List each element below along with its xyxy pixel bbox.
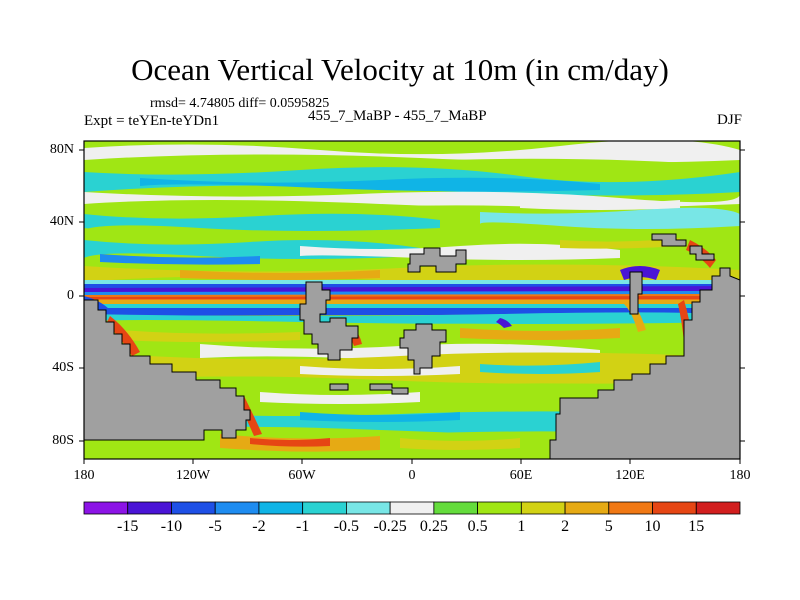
colorbar-box xyxy=(477,501,522,515)
colorbar xyxy=(83,501,741,515)
lon-label-180w: 180 xyxy=(73,468,95,483)
colorbar-box xyxy=(564,501,610,515)
colorbar-box xyxy=(652,501,697,515)
colorbar-label: 15 xyxy=(688,518,705,535)
colorbar-label: -10 xyxy=(160,518,183,535)
colorbar-label: 0.5 xyxy=(467,518,488,535)
colorbar-label: 10 xyxy=(644,518,661,535)
lon-label-0: 0 xyxy=(408,468,416,483)
island-south-atlantic xyxy=(369,383,409,395)
lat-label-40s: 40S xyxy=(52,360,74,375)
land-masses xyxy=(84,233,740,459)
colorbar-box xyxy=(302,501,347,515)
africa-land xyxy=(399,323,447,375)
colorbar-label: -1 xyxy=(295,518,310,535)
colorbar-box xyxy=(258,501,304,515)
equatorial-field xyxy=(84,280,740,324)
colorbar-label: -15 xyxy=(117,518,139,535)
colorbar-label: 5 xyxy=(604,518,613,535)
colorbar-label: -5 xyxy=(208,518,222,535)
stats-text: rmsd= 4.74805 diff= 0.0595825 xyxy=(150,96,330,111)
northeast-island xyxy=(651,233,687,247)
colorbar-label: 2 xyxy=(561,518,570,535)
lon-label-60e: 60E xyxy=(509,468,533,483)
lat-label-80s: 80S xyxy=(52,433,74,448)
colorbar-box xyxy=(127,501,172,515)
northeast-island-2 xyxy=(689,245,715,261)
colorbar-label: 0.25 xyxy=(419,518,448,535)
lat-ticks xyxy=(79,149,745,442)
maritime-continent-land xyxy=(629,271,643,315)
lon-label-180e: 180 xyxy=(729,468,751,483)
lon-label-120e: 120E xyxy=(615,468,645,483)
colorbar-label: -2 xyxy=(252,518,266,535)
south-america-land xyxy=(299,281,359,361)
lat-label-40n: 40N xyxy=(49,214,74,229)
colorbar-box xyxy=(520,501,566,515)
experiment-label: Expt = teYEn-teYDn1 xyxy=(84,113,220,129)
map-title: Ocean Vertical Velocity at 10m (in cm/da… xyxy=(131,52,669,87)
season-label: DJF xyxy=(716,112,742,128)
lat-label-80n: 80N xyxy=(49,142,74,157)
arctic-field xyxy=(84,141,740,231)
antarctic-west-land xyxy=(84,299,251,441)
lat-label-0: 0 xyxy=(67,288,74,303)
colorbar-box xyxy=(608,501,653,515)
lon-ticks xyxy=(83,459,741,464)
runs-label: 455_7_MaBP - 455_7_MaBP xyxy=(308,108,487,124)
colorbar-label: 1 xyxy=(517,518,526,535)
colorbar-box xyxy=(171,501,216,515)
east-landmass xyxy=(549,267,740,459)
island-south-atlantic-west xyxy=(329,383,349,391)
northern-landmass xyxy=(407,247,467,273)
colorbar-label: -0.25 xyxy=(373,518,407,535)
colorbar-box xyxy=(345,501,391,515)
lon-label-120w: 120W xyxy=(175,468,211,483)
colorbar-label: -0.5 xyxy=(333,518,360,535)
colorbar-box xyxy=(433,501,478,515)
lon-label-60w: 60W xyxy=(288,468,316,483)
colorbar-box xyxy=(83,501,129,515)
colorbar-box xyxy=(214,501,260,515)
midlat-north-field xyxy=(84,228,740,285)
colorbar-box xyxy=(389,501,435,515)
map-plot-area xyxy=(84,141,740,459)
colorbar-box xyxy=(695,501,741,515)
